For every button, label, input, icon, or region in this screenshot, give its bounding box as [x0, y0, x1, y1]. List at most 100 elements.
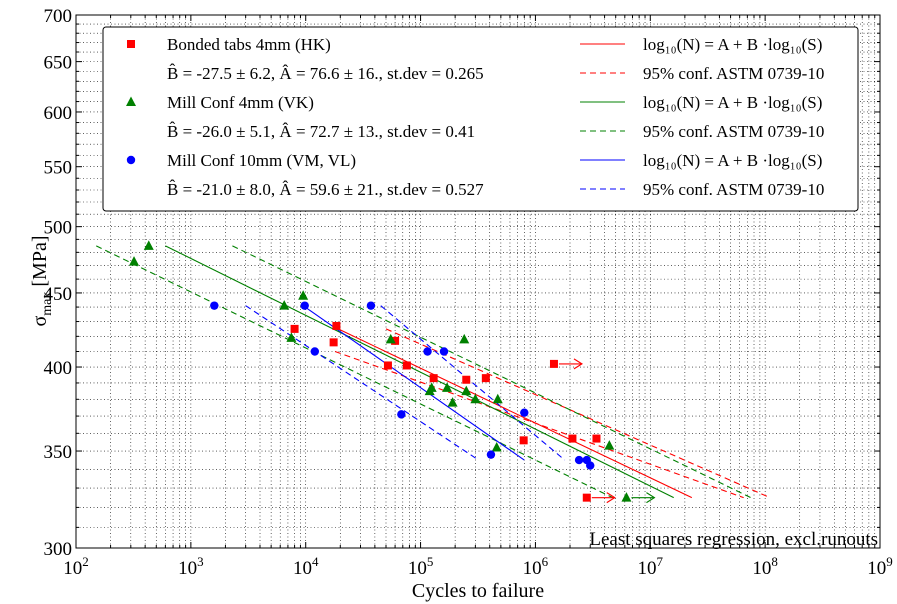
x-tick-label: 107 — [638, 554, 664, 579]
data-point-square — [429, 374, 438, 383]
y-tick-label: 450 — [44, 284, 73, 305]
data-point-circle — [310, 347, 320, 356]
x-tick-exponent: 9 — [886, 554, 893, 569]
data-point-triangle — [447, 397, 458, 407]
data-point-triangle — [492, 393, 503, 404]
y-tick-label: 400 — [44, 358, 73, 379]
x-tick-mantissa: 10 — [178, 558, 197, 579]
regression-fit-line — [334, 326, 693, 499]
x-tick-mantissa: 10 — [63, 558, 82, 579]
y-axis-title: σmax [MPa] — [29, 236, 55, 327]
legend-series-label: Mill Conf 4mm (VK) — [167, 93, 314, 112]
y-tick-label: 600 — [44, 103, 73, 124]
confidence-bound-upper — [232, 245, 752, 499]
data-point-square — [462, 375, 471, 384]
data-points — [129, 240, 656, 504]
data-point-square — [582, 493, 591, 502]
x-axis-title: Cycles to failure — [412, 580, 544, 602]
x-tick-label: 104 — [293, 554, 319, 579]
legend-series-label: Bonded tabs 4mm (HK) — [167, 35, 331, 54]
data-point-triangle — [461, 385, 472, 396]
data-point-triangle — [385, 333, 396, 344]
x-tick-mantissa: 10 — [638, 558, 657, 579]
x-tick-mantissa: 10 — [752, 558, 771, 579]
legend: Bonded tabs 4mm (HK) B̂ = -27.5 ± 6.2, Â … — [102, 26, 859, 212]
legend-line-label: 95% conf. ASTM 0739-10 — [643, 64, 824, 83]
x-tick-mantissa: 10 — [293, 558, 312, 579]
y-tick-label: 300 — [44, 539, 73, 560]
legend-series-stats: B̂ = -21.0 ± 8.0, Â = 59.6 ± 21., st.dev… — [167, 180, 484, 199]
data-point-triangle — [126, 96, 136, 106]
x-tick-label: 105 — [408, 554, 434, 579]
regression-annotation: Least squares regression, excl.runouts — [589, 529, 878, 550]
runout-arrow-head — [646, 492, 656, 504]
plot-frame — [75, 14, 881, 549]
data-point-square — [391, 336, 400, 345]
data-point-circle — [423, 347, 432, 356]
legend-series-stats: B̂ = -26.0 ± 5.1, Â = 72.7 ± 13., st.dev… — [167, 122, 475, 141]
confidence-bound-upper — [380, 305, 566, 461]
data-point-square — [568, 434, 577, 443]
x-tick-exponent: 5 — [427, 554, 434, 569]
data-point-square — [519, 436, 528, 445]
legend-series-stats: B̂ = -27.5 ± 6.2, Â = 76.6 ± 16., st.dev… — [167, 64, 484, 83]
data-point-square — [127, 40, 135, 48]
legend-series-label: Mill Conf 10mm (VM, VL) — [167, 151, 356, 170]
data-point-square — [383, 361, 392, 370]
data-point-circle — [439, 347, 449, 356]
data-point-circle — [366, 301, 376, 310]
runout-arrow-head — [606, 492, 616, 504]
data-point-circle — [126, 155, 136, 165]
data-point-triangle — [491, 441, 502, 452]
regression-fit-line — [165, 245, 674, 499]
data-point-triangle — [426, 382, 437, 392]
y-tick-label: 550 — [44, 158, 73, 179]
data-point-circle — [520, 408, 529, 417]
data-point-triangle — [459, 333, 470, 344]
x-tick-exponent: 2 — [82, 554, 89, 569]
data-point-square — [481, 374, 490, 383]
data-point-triangle — [279, 300, 290, 310]
runout-arrow-head — [573, 358, 584, 370]
data-point-triangle — [129, 256, 140, 266]
x-tick-exponent: 8 — [771, 554, 778, 569]
data-point-square — [549, 359, 558, 368]
data-point-triangle — [470, 393, 481, 404]
data-point-triangle — [298, 290, 309, 300]
x-tick-exponent: 6 — [542, 554, 549, 569]
data-point-triangle — [143, 240, 154, 250]
data-point-square — [290, 324, 299, 333]
data-point-circle — [586, 461, 595, 470]
legend-box — [102, 26, 859, 212]
y-tick-label: 350 — [44, 442, 73, 463]
regression-lines — [95, 245, 771, 499]
data-point-square — [592, 434, 601, 443]
data-point-circle — [486, 450, 496, 459]
data-point-triangle — [604, 440, 615, 450]
x-tick-exponent: 3 — [197, 554, 204, 569]
data-point-square — [332, 321, 341, 330]
x-tick-exponent: 4 — [312, 554, 319, 569]
regression-fit-line — [302, 305, 525, 461]
data-point-square — [329, 338, 338, 347]
data-point-triangle — [442, 382, 453, 392]
data-point-triangle — [621, 492, 632, 502]
x-tick-exponent: 7 — [657, 554, 664, 569]
data-point-square — [402, 361, 411, 370]
x-tick-label: 108 — [752, 554, 778, 579]
y-tick-label: 500 — [44, 218, 73, 239]
y-tick-label: 700 — [44, 6, 73, 27]
axis-ticks: 102 103 104 105 106 107 108 1093003504004505005… — [44, 6, 893, 579]
x-tick-mantissa: 10 — [523, 558, 542, 579]
y-tick-label: 650 — [44, 53, 73, 74]
legend-line-label: log₁₀(N) = A + B ·log₁₀(S) — [643, 93, 822, 112]
x-tick-label: 102 — [63, 554, 89, 579]
legend-line-label: log₁₀(N) = A + B ·log₁₀(S) — [643, 151, 822, 170]
confidence-bound-lower — [245, 305, 479, 461]
data-point-circle — [574, 455, 584, 465]
legend-line-label: log₁₀(N) = A + B ·log₁₀(S) — [643, 35, 822, 54]
x-tick-mantissa: 10 — [408, 558, 427, 579]
confidence-bound-lower — [95, 245, 613, 499]
x-tick-label: 106 — [523, 554, 549, 579]
